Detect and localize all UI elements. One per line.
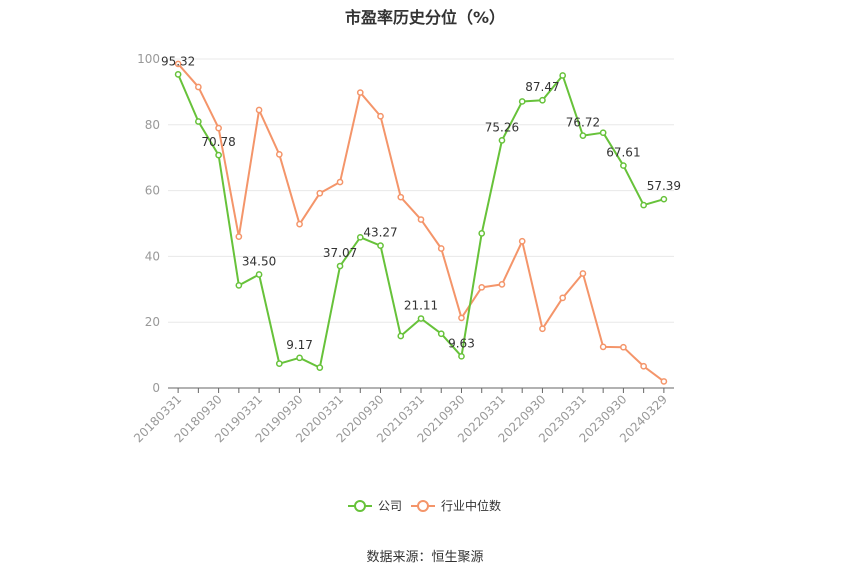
industry-point	[539, 325, 546, 333]
y-tick-label: 20	[145, 315, 160, 329]
company-point	[336, 262, 344, 270]
company-point	[640, 201, 647, 209]
industry-point	[377, 112, 384, 120]
y-tick-label: 60	[145, 184, 160, 198]
data-label: 57.39	[647, 179, 681, 193]
data-label: 34.50	[242, 254, 276, 268]
company-point	[518, 98, 526, 105]
data-label: 9.63	[448, 336, 475, 350]
data-label: 21.11	[404, 299, 438, 313]
y-tick-label: 100	[137, 52, 160, 66]
data-label: 87.47	[525, 80, 559, 94]
company-point	[599, 129, 607, 137]
industry-point	[235, 233, 243, 241]
grid-layer	[168, 58, 674, 323]
industry-point	[255, 106, 263, 114]
legend-company: 公司	[348, 499, 402, 513]
industry-point	[356, 89, 364, 96]
company-point	[437, 330, 445, 338]
data-label: 37.07	[323, 246, 357, 260]
data-label: 76.72	[566, 116, 600, 130]
industry-point	[296, 220, 303, 228]
legend-industry: 行业中位数	[411, 498, 501, 513]
industry-point	[316, 189, 324, 197]
data-label: 43.27	[363, 226, 397, 240]
y-tick-label: 80	[145, 118, 160, 132]
industry-point	[518, 237, 526, 245]
industry-point	[559, 294, 567, 302]
industry-point	[599, 343, 607, 351]
y-tick-label: 40	[145, 249, 160, 263]
company-point	[296, 354, 303, 362]
industry-point	[215, 124, 222, 132]
company-point	[458, 352, 465, 360]
company-point	[660, 195, 668, 203]
industry-point	[458, 314, 465, 322]
company-point	[356, 233, 364, 241]
legend-label: 公司	[378, 499, 402, 513]
company-point	[275, 360, 283, 368]
industry-point	[640, 362, 647, 370]
industry-point	[275, 151, 283, 158]
company-point	[215, 151, 222, 159]
industry-point	[660, 378, 668, 385]
company-point	[377, 242, 384, 249]
company-point	[417, 315, 425, 322]
industry-point	[174, 60, 182, 68]
company-point	[620, 162, 627, 169]
company-point	[174, 71, 182, 78]
company-point	[559, 72, 567, 79]
data-label: 95.32	[161, 54, 195, 68]
data-label: 75.26	[485, 120, 519, 134]
legend-marker-icon	[354, 500, 366, 512]
industry-point	[478, 283, 486, 291]
industry-point	[397, 193, 405, 201]
industry-point	[417, 216, 425, 223]
industry-point	[336, 178, 344, 186]
company-point	[397, 332, 405, 340]
legend-marker-icon	[417, 500, 429, 512]
company-point	[478, 230, 486, 237]
industry-point	[620, 343, 627, 351]
company-point	[235, 282, 243, 289]
industry-point	[195, 83, 202, 91]
series-layer	[174, 60, 668, 385]
company-point	[539, 96, 546, 104]
legend-label: 行业中位数	[441, 498, 501, 513]
industry-point	[498, 281, 506, 288]
y-tick-label: 0	[152, 381, 160, 395]
company-point	[498, 137, 506, 144]
industry-point	[579, 270, 587, 277]
legend: 公司 行业中位数	[348, 498, 501, 513]
label-layer: 95.32 70.78 34.50 9.17 37.07 43.27 21.11 9.63 75…	[161, 54, 681, 351]
data-source: 数据来源：恒生聚源	[366, 550, 484, 565]
company-point	[255, 271, 263, 278]
data-label: 9.17	[286, 338, 313, 352]
data-label: 67.61	[606, 146, 640, 160]
company-point	[316, 364, 324, 371]
company-point	[579, 132, 587, 139]
axis-layer: 0204060801002018033120180930201903312019…	[131, 52, 674, 445]
company-point	[195, 118, 202, 125]
chart-title: 市盈率历史分位（%）	[344, 8, 506, 27]
industry-point	[437, 245, 445, 252]
data-label: 70.78	[201, 135, 235, 149]
